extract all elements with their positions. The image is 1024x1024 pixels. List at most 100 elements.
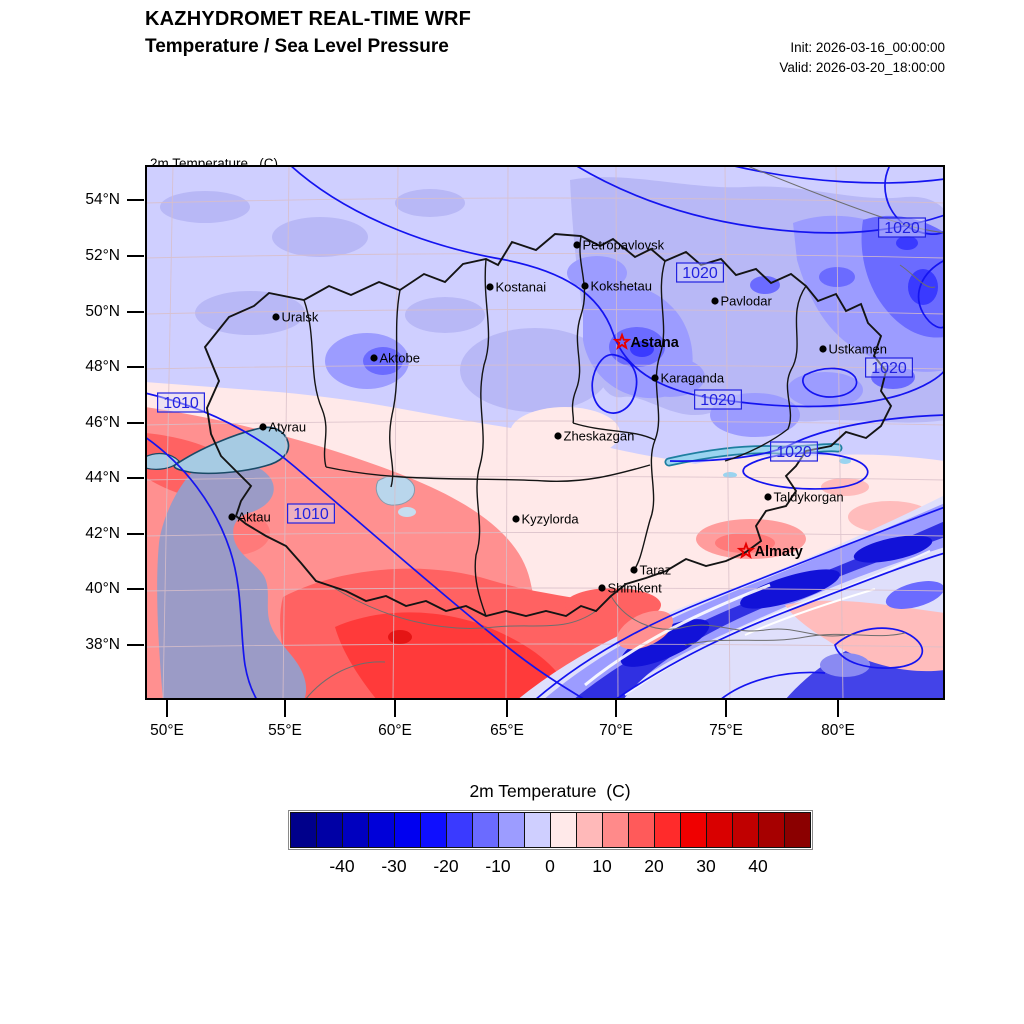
city-dot — [259, 423, 267, 431]
pressure-label: 1020 — [700, 392, 736, 409]
colorbar-cell — [394, 812, 421, 848]
lon-tick-label: 50°E — [150, 722, 184, 739]
city-dot — [228, 513, 236, 521]
city-label: Taldykorgan — [774, 490, 844, 505]
valid-time: Valid: 2026-03-20_18:00:00 — [779, 60, 945, 75]
capital-star-icon — [612, 332, 632, 350]
city-dot — [651, 374, 659, 382]
weather-map: 1020 1020 1020 1020 1020 1010 1010 Petropavlov… — [145, 165, 945, 700]
pressure-label: 1010 — [293, 506, 329, 523]
init-time: Init: 2026-03-16_00:00:00 — [790, 40, 945, 55]
capital-markers: Astana Almaty — [612, 332, 803, 560]
oblast-borders — [203, 233, 893, 618]
colorbar-cell — [342, 812, 369, 848]
colorbar-cell — [498, 812, 525, 848]
colorbar-cell — [290, 812, 317, 848]
pressure-label: 1020 — [884, 220, 920, 237]
pressure-label: 1010 — [163, 395, 199, 412]
colorbar-cell — [758, 812, 785, 848]
colorbar-cell — [472, 812, 499, 848]
colorbar-cell — [316, 812, 343, 848]
colorbar-title: 2m Temperature (C) — [469, 781, 631, 801]
city-label: Pavlodar — [721, 294, 773, 309]
lon-tick-label: 70°E — [599, 722, 633, 739]
city-label: Petropavlovsk — [583, 238, 665, 253]
colorbar-cells — [290, 812, 811, 848]
city-label: Kostanai — [496, 280, 547, 295]
page-title: KAZHYDROMET REAL-TIME WRF — [145, 8, 472, 30]
city-dot — [630, 566, 638, 574]
city-dot — [272, 313, 280, 321]
city-dot — [581, 282, 589, 290]
colorbar-cell — [654, 812, 681, 848]
lat-tick — [127, 533, 144, 535]
lat-tick-label: 54°N — [85, 191, 120, 208]
city-label: Zheskazgan — [564, 429, 635, 444]
lon-tick — [394, 700, 396, 717]
city-dot — [554, 432, 562, 440]
page-subtitle: Temperature / Sea Level Pressure — [145, 36, 449, 57]
pressure-label-box — [157, 392, 205, 413]
lon-tick-label: 55°E — [268, 722, 302, 739]
pressure-label-box — [877, 217, 926, 238]
colorbar-tick-label: -40 — [329, 856, 355, 876]
pressure-label: 1020 — [682, 265, 718, 282]
city-dot — [819, 345, 827, 353]
colorbar-cell — [550, 812, 577, 848]
city-label: Taraz — [640, 563, 672, 578]
city-label: Shimkent — [608, 581, 663, 596]
lat-tick-label: 48°N — [85, 358, 120, 375]
city-dot — [370, 354, 378, 362]
city-label: Ustkamen — [829, 342, 888, 357]
colorbar — [288, 810, 813, 850]
lon-tick — [725, 700, 727, 717]
lon-tick — [506, 700, 508, 717]
caspian-sea — [145, 426, 307, 700]
map-frame — [145, 165, 945, 700]
city-dot — [512, 515, 520, 523]
lat-tick-label: 42°N — [85, 525, 120, 542]
lat-tick — [127, 588, 144, 590]
pressure-label: 1020 — [776, 444, 812, 461]
colorbar-tick-label: -20 — [433, 856, 459, 876]
pressure-label: 1020 — [871, 360, 907, 377]
city-dot — [711, 297, 719, 305]
city-label: Uralsk — [282, 310, 319, 325]
colorbar-tick-label: 30 — [696, 856, 716, 876]
pressure-label-box — [769, 441, 818, 462]
pressure-labels: 1020 1020 1020 1020 1020 1010 1010 — [157, 217, 926, 524]
capital-star-icon — [736, 541, 756, 559]
lat-tick — [127, 311, 144, 313]
city-label: Atyrau — [269, 420, 307, 435]
city-label: Kyzylorda — [522, 512, 580, 527]
aral-sea — [375, 475, 416, 517]
colorbar-tick-label: 0 — [545, 856, 555, 876]
city-label: Karaganda — [661, 371, 725, 386]
pressure-label-box — [864, 357, 913, 378]
colorbar-cell — [680, 812, 707, 848]
lon-tick — [166, 700, 168, 717]
city-label: Kokshetau — [591, 279, 652, 294]
colorbar-labels: -40 -30 -20 -10 0 10 20 30 40 — [290, 856, 810, 880]
lat-tick-label: 50°N — [85, 303, 120, 320]
colorbar-tick-label: 10 — [592, 856, 612, 876]
pressure-contours — [145, 165, 945, 700]
colorbar-tick-label: -10 — [485, 856, 511, 876]
lat-tick — [127, 477, 144, 479]
lon-tick-label: 65°E — [490, 722, 524, 739]
colorbar-cell — [602, 812, 629, 848]
lat-tick — [127, 199, 144, 201]
lon-tick — [615, 700, 617, 717]
lat-tick — [127, 255, 144, 257]
lat-tick — [127, 644, 144, 646]
capital-label: Astana — [631, 335, 680, 351]
lon-tick-label: 75°E — [709, 722, 743, 739]
pressure-label-box — [693, 389, 742, 410]
colorbar-cell — [368, 812, 395, 848]
pressure-label-box — [287, 503, 336, 524]
lat-tick-label: 44°N — [85, 469, 120, 486]
city-dot — [598, 584, 606, 592]
neighbor-borders — [304, 165, 945, 700]
map-canvas: 1020 1020 1020 1020 1020 1010 1010 Petropavlov… — [145, 165, 945, 700]
